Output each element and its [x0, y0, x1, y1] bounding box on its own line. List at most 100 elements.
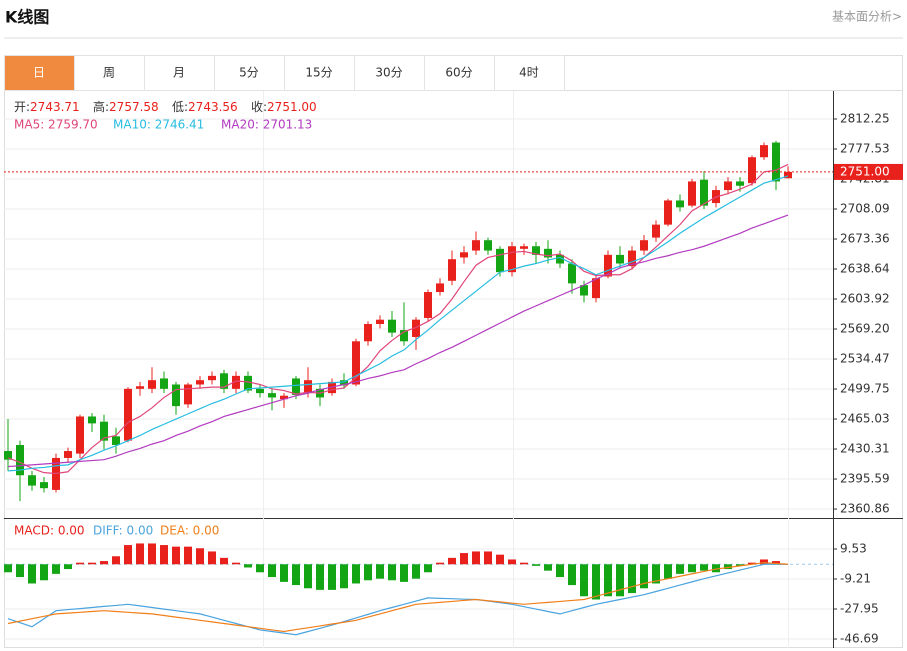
macd-bar [376, 564, 384, 579]
candle-body [196, 380, 204, 385]
tab[interactable] [144, 55, 215, 91]
candle-body [40, 482, 48, 489]
y-tick-label: -9.21 [840, 572, 871, 586]
tab-label[interactable]: 30分 [375, 66, 402, 80]
macd-bar [724, 564, 732, 570]
candle-body [244, 375, 252, 391]
y-tick-label: 2812.25 [840, 112, 890, 126]
candle-body [208, 375, 216, 381]
tab[interactable] [74, 55, 145, 91]
tab-label[interactable]: 4时 [519, 66, 539, 80]
candle-body [16, 444, 24, 476]
candle-body [184, 384, 192, 405]
tab-label[interactable]: 60分 [445, 66, 472, 80]
candle-body [280, 395, 288, 400]
macd-bar [532, 564, 540, 566]
macd-bar [388, 564, 396, 581]
ohlc-value: 2757.58 [109, 100, 159, 114]
macd-bar [700, 564, 708, 571]
ohlc-info: 高:2757.58 [93, 99, 159, 114]
y-tick-label: -46.69 [840, 632, 879, 646]
indicator-line [7, 163, 789, 475]
macd-bar [412, 564, 420, 579]
macd-bar [64, 564, 72, 570]
ohlc-value: 2743.56 [188, 100, 238, 114]
ohlc-info: 收:2751.00 [251, 100, 317, 114]
macd-bar [112, 556, 120, 565]
tab-label[interactable]: 周 [103, 66, 115, 80]
legend-entry: DIFF: 0.00 [93, 524, 153, 538]
y-tick-label: 2673.36 [840, 232, 890, 246]
macd-bar [52, 564, 60, 574]
candle-body [136, 386, 144, 389]
macd-bar [232, 562, 240, 565]
candle-body [364, 324, 372, 342]
candle-body [448, 259, 456, 281]
macd-bar [448, 557, 456, 565]
candle-body [76, 416, 84, 454]
macd-bar [676, 564, 684, 574]
ohlc-key: 高: [93, 99, 109, 114]
macd-bar [640, 564, 648, 589]
candle-body [388, 319, 396, 333]
macd-bar [40, 564, 48, 581]
macd-bar [316, 564, 324, 590]
y-tick-label: 2777.53 [840, 142, 890, 156]
tab-label[interactable]: 月 [173, 66, 185, 80]
macd-bar [268, 564, 276, 578]
tab-label[interactable]: 15分 [305, 66, 332, 80]
macd-bar [76, 562, 84, 565]
macd-bar [184, 546, 192, 565]
macd-bar [256, 564, 264, 573]
candle-body [292, 378, 300, 395]
macd-bar [604, 564, 612, 597]
ohlc-key: 开: [14, 100, 30, 114]
macd-bar [760, 559, 768, 565]
candle-body [64, 451, 72, 458]
candle-body [160, 378, 168, 389]
candle-body [532, 246, 540, 255]
candle-body [268, 393, 276, 398]
legend-entry: MACD: 0.00 [14, 524, 85, 538]
tab-label[interactable]: 5分 [239, 66, 259, 80]
candle-body [400, 330, 408, 342]
tab-label[interactable]: 日 [33, 66, 45, 80]
y-tick-label: 9.53 [840, 542, 867, 556]
macd-bar [16, 564, 24, 578]
candle-body [256, 388, 264, 394]
indicator-line [7, 563, 788, 636]
candle-body [484, 240, 492, 251]
macd-bar [496, 554, 504, 565]
candle-body [628, 250, 636, 267]
macd-bar [244, 564, 252, 568]
macd-bar [28, 564, 36, 584]
macd-bar [328, 564, 336, 590]
candle-body [352, 341, 360, 385]
ohlc-info: 开:2743.71 [14, 100, 80, 114]
candle-body [4, 451, 12, 460]
macd-bar [424, 564, 432, 573]
macd-bar [628, 564, 636, 594]
macd-bar [688, 564, 696, 573]
indicator-line [7, 175, 789, 472]
candle-body [544, 248, 552, 258]
macd-bar [100, 561, 108, 565]
candle-body [724, 181, 732, 191]
tab[interactable] [494, 55, 565, 91]
candle-body [304, 380, 312, 394]
candle-body [676, 200, 684, 208]
candle-body [124, 388, 132, 441]
tab[interactable] [4, 55, 75, 91]
candle-body [640, 240, 648, 251]
macd-bar [304, 564, 312, 589]
candle-body [616, 254, 624, 264]
macd-bar [544, 564, 552, 571]
y-tick-label: 2534.47 [840, 352, 890, 366]
macd-bar [580, 564, 588, 597]
fundamental-link[interactable]: 基本面分析> [832, 10, 902, 24]
macd-bar [400, 564, 408, 582]
tab[interactable] [284, 55, 355, 91]
ohlc-info: 低:2743.56 [172, 100, 238, 114]
